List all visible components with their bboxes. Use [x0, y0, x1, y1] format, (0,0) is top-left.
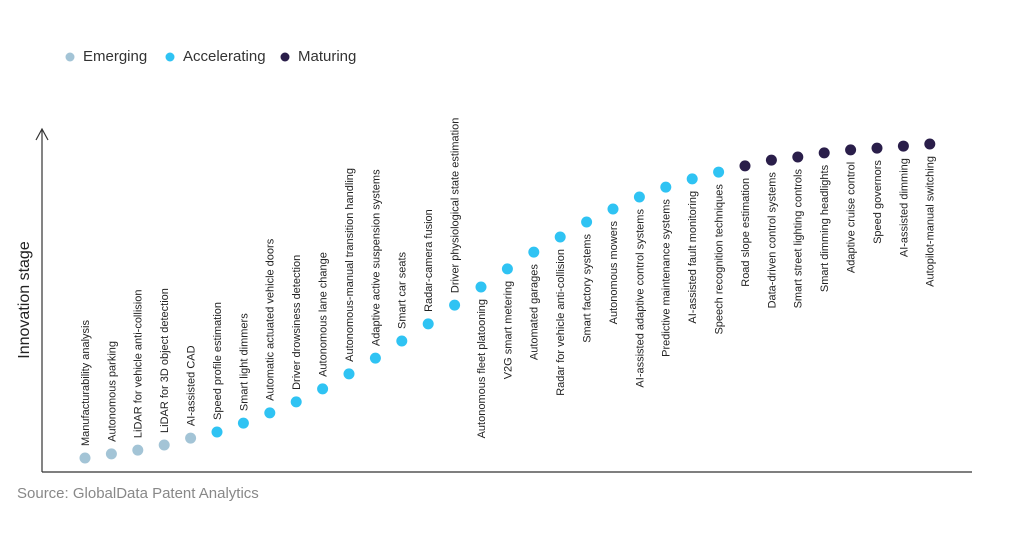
category-label: Autopilot-manual switching: [925, 156, 937, 287]
point: [264, 407, 276, 419]
point: [422, 318, 434, 330]
legend-label: Emerging: [83, 48, 147, 65]
category-label: Automated garages: [529, 264, 541, 361]
category-label: Smart dimming headlights: [819, 164, 831, 292]
legend-marker: [65, 52, 75, 62]
point: [897, 140, 909, 152]
category-label: AI-assisted CAD: [186, 345, 198, 426]
legend-marker: [165, 52, 175, 62]
point: [105, 448, 117, 460]
category-label: Autonomous lane change: [318, 252, 330, 377]
category-label: Manufacturability analysis: [80, 320, 92, 446]
category-label: Speech recognition techniques: [714, 184, 726, 335]
point: [158, 439, 170, 451]
category-label: Autonomous parking: [106, 341, 118, 442]
category-label: Smart factory systems: [582, 233, 594, 342]
category-label: Autonomous mowers: [608, 221, 620, 325]
category-label: Smart street lighting controls: [793, 169, 805, 309]
point: [633, 191, 645, 203]
point: [713, 166, 725, 178]
point: [396, 335, 408, 347]
legend-label: Accelerating: [183, 48, 266, 65]
category-label: Automatic actuated vehicle doors: [265, 238, 277, 401]
point: [343, 368, 355, 380]
point: [317, 383, 329, 395]
axis-arrow: [35, 127, 49, 141]
point: [845, 144, 857, 156]
category-label: Smart light dimmers: [238, 313, 250, 411]
point: [581, 216, 593, 228]
point: [739, 160, 751, 172]
point: [765, 154, 777, 166]
category-label: Predictive maintenance systems: [661, 199, 673, 357]
point: [792, 151, 804, 163]
category-label: Driver drowsiness detection: [291, 255, 303, 390]
point: [924, 138, 936, 150]
point: [607, 203, 619, 215]
point: [185, 432, 197, 444]
point: [554, 231, 566, 243]
point: [528, 246, 540, 258]
point: [686, 173, 698, 185]
category-label: Data-driven control systems: [766, 172, 778, 309]
category-label: Smart car seats: [397, 251, 409, 329]
category-label: LiDAR for 3D object detection: [159, 288, 171, 433]
category-label: Radar-camera fusion: [423, 209, 435, 312]
category-label: V2G smart metering: [502, 281, 514, 379]
legend-marker: [280, 52, 290, 62]
category-label: Autonomous fleet platooning: [476, 299, 488, 438]
point: [290, 396, 302, 408]
point: [871, 142, 883, 154]
point: [818, 147, 830, 159]
category-label: AI-assisted adaptive control systems: [634, 209, 646, 388]
point: [369, 352, 381, 364]
category-label: Autonomous-manual transition handling: [344, 168, 356, 362]
point: [211, 426, 223, 438]
category-label: LiDAR for vehicle anti-collision: [133, 290, 145, 439]
category-label: Radar for vehicle anti-collision: [555, 249, 567, 396]
source: Source: GlobalData Patent Analytics: [17, 485, 259, 502]
point: [449, 299, 461, 311]
category-label: Adaptive active suspension systems: [370, 169, 382, 346]
category-label: Adaptive cruise control: [846, 162, 858, 273]
category-label: AI-assisted dimming: [898, 158, 910, 257]
category-label: Road slope estimation: [740, 178, 752, 287]
category-label: Speed profile estimation: [212, 302, 224, 420]
y-axis-label: Innovation stage: [16, 241, 33, 359]
category-label: Driver physiological state estimation: [450, 118, 462, 293]
point: [79, 452, 91, 464]
point: [501, 263, 513, 275]
point: [660, 181, 672, 193]
category-label: AI-assisted fault monitoring: [687, 191, 699, 324]
point: [132, 444, 144, 456]
legend-label: Maturing: [298, 48, 356, 65]
point: [475, 281, 487, 293]
point: [237, 417, 249, 429]
category-label: Speed governors: [872, 160, 884, 244]
